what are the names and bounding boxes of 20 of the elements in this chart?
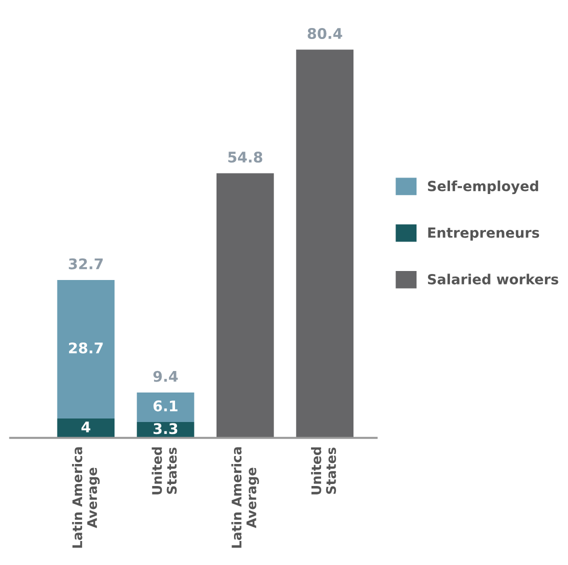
bar (216, 173, 274, 438)
x-tick-label: United States (311, 447, 336, 494)
bar (57, 280, 115, 419)
data-label: 4 (81, 422, 90, 432)
bar (296, 50, 354, 438)
x-tick-label: United States (152, 447, 177, 494)
total-label: 54.8 (228, 152, 262, 163)
legend-label: Salaried workers (428, 274, 558, 284)
bar (136, 392, 194, 422)
total-label: 80.4 (308, 28, 342, 40)
data-label: 3.3 (154, 423, 178, 434)
bar (57, 418, 115, 438)
total-label: 9.4 (153, 370, 178, 382)
data-label: 6.1 (154, 400, 178, 412)
legend-label: Entrepreneurs (428, 228, 540, 241)
x-tick-label: Latin America Average (72, 447, 100, 548)
x-tick-label: Latin America Average (231, 447, 259, 548)
total-label: 32.7 (68, 258, 103, 270)
data-label: 28.7 (69, 342, 103, 354)
legend-label: Self-employed (428, 180, 538, 194)
